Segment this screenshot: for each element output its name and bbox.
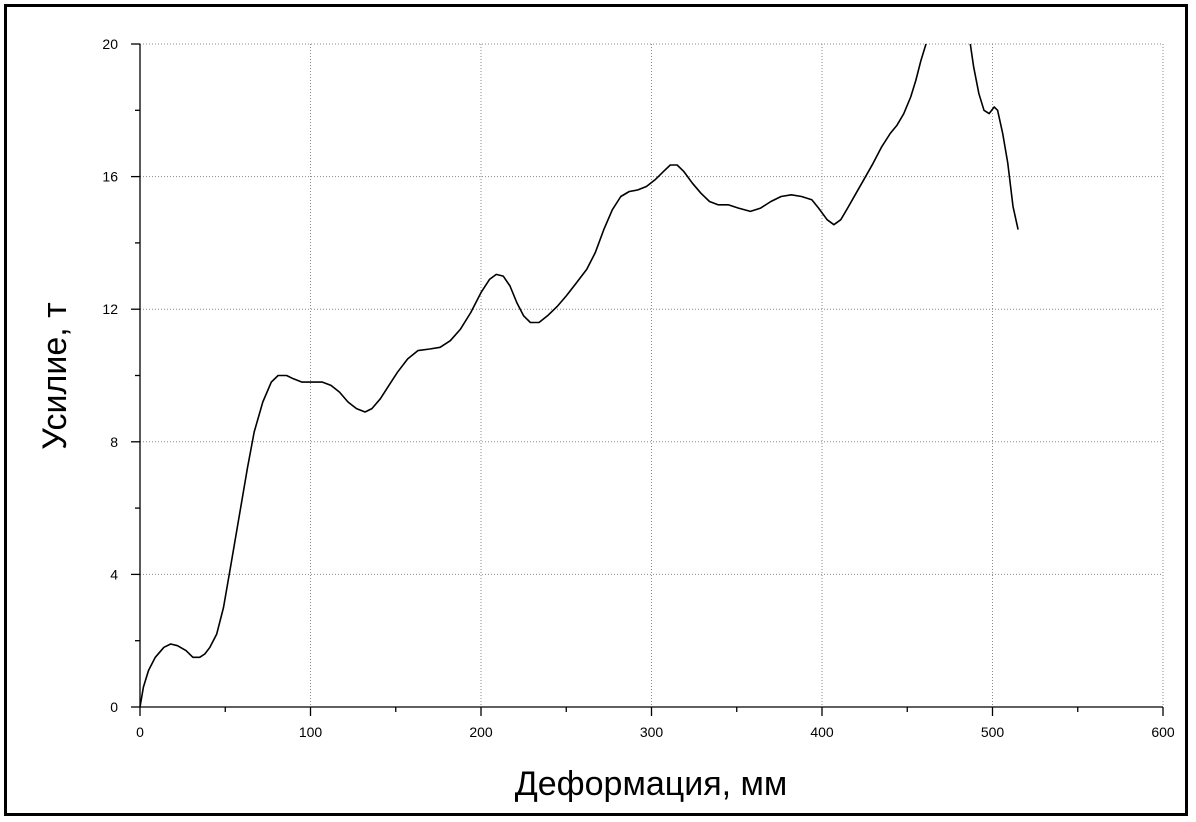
x-tick-label: 400 [810,724,834,740]
chart-frame [4,4,1188,816]
y-tick-label: 0 [110,699,118,715]
grid-lines [140,43,1164,707]
x-tick-label: 0 [136,724,144,740]
y-tick-label: 20 [102,36,118,52]
y-tick-label: 16 [102,169,118,185]
data-series [139,43,1019,708]
tick-labels: 0 100 200 300 400 500 600 0 4 8 12 16 20 [102,36,1174,740]
y-axis-title: Усилие, т [36,302,74,450]
x-tick-label: 100 [299,724,323,740]
series-line-segment [139,43,927,708]
y-tick-label: 4 [110,566,118,582]
x-tick-label: 600 [1151,724,1175,740]
x-tick-label: 200 [469,724,493,740]
x-tick-label: 500 [981,724,1005,740]
y-tick-label: 8 [110,434,118,450]
y-tick-label: 12 [102,301,118,317]
series-line-segment [969,43,1019,230]
ticks [131,43,1164,716]
x-axis-title: Деформация, мм [515,765,788,803]
x-tick-label: 300 [640,724,664,740]
